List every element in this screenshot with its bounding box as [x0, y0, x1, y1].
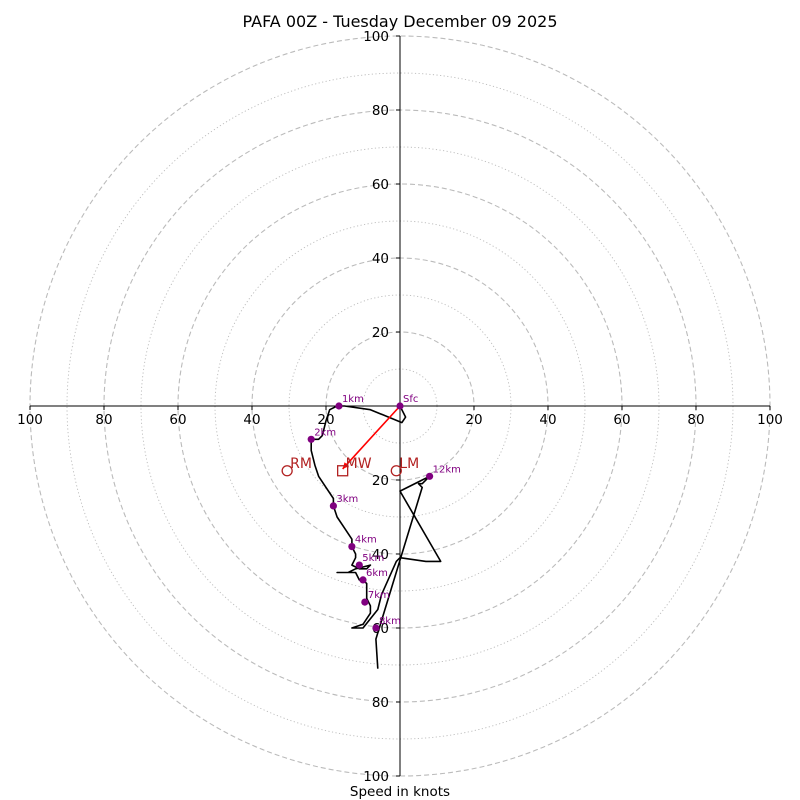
height-label-6km: 6km	[366, 568, 388, 579]
storm-motion-lm-label: LM	[399, 456, 419, 472]
height-marker-3km	[329, 502, 337, 510]
height-label-5km: 5km	[362, 553, 384, 564]
height-label-1km: 1km	[342, 394, 364, 405]
y-tick-label: 40	[372, 547, 389, 563]
height-label-4km: 4km	[355, 535, 377, 546]
chart-title: PAFA 00Z - Tuesday December 09 2025	[243, 12, 558, 31]
height-label-7km: 7km	[368, 590, 390, 601]
y-tick-label: 60	[372, 177, 389, 193]
x-tick-label: 100	[17, 412, 43, 428]
y-tick-label: 100	[363, 769, 389, 785]
y-tick-label: 100	[363, 29, 389, 45]
height-label-3km: 3km	[336, 494, 358, 505]
height-marker-4km	[348, 543, 356, 551]
height-label-2km: 2km	[314, 427, 336, 438]
height-marker-7km	[361, 598, 369, 606]
y-tick-label: 80	[372, 103, 389, 119]
storm-motion-mw-label: MW	[346, 456, 372, 472]
height-label-sfc: Sfc	[403, 394, 418, 405]
height-marker-1km	[335, 402, 343, 410]
y-tick-label: 20	[372, 473, 389, 489]
storm-motion-lm-marker	[390, 465, 402, 477]
height-label-8km: 8km	[379, 616, 401, 627]
storm-motion-markers: RM MW LM	[281, 456, 419, 477]
storm-motion-rm-marker	[281, 465, 293, 477]
x-tick-label: 40	[243, 412, 260, 428]
storm-motion-mw-marker	[336, 465, 349, 477]
x-tick-label: 80	[95, 412, 112, 428]
x-tick-label: 60	[613, 412, 630, 428]
y-tick-label: 20	[372, 325, 389, 341]
y-tick-label: 80	[372, 695, 389, 711]
storm-motion-rm-label: RM	[290, 456, 312, 472]
x-tick-label: 100	[757, 412, 783, 428]
x-axis-label: Speed in knots	[350, 784, 450, 800]
shear-vector-line	[342, 405, 401, 470]
height-label-12km: 12km	[433, 464, 461, 475]
x-tick-label: 80	[687, 412, 704, 428]
x-tick-label: 40	[539, 412, 556, 428]
height-markers: Sfc 1km 2km 3km 4km 5km 6km 7km 8km 12km	[307, 394, 461, 632]
height-marker-sfc	[396, 402, 404, 410]
x-tick-label: 20	[465, 412, 482, 428]
height-marker-12km	[426, 472, 434, 480]
height-marker-5km	[355, 561, 363, 569]
y-tick-label: 40	[372, 251, 389, 267]
height-marker-6km	[359, 576, 367, 584]
x-tick-label: 60	[169, 412, 186, 428]
height-marker-8km	[372, 624, 380, 632]
height-marker-2km	[307, 435, 315, 443]
